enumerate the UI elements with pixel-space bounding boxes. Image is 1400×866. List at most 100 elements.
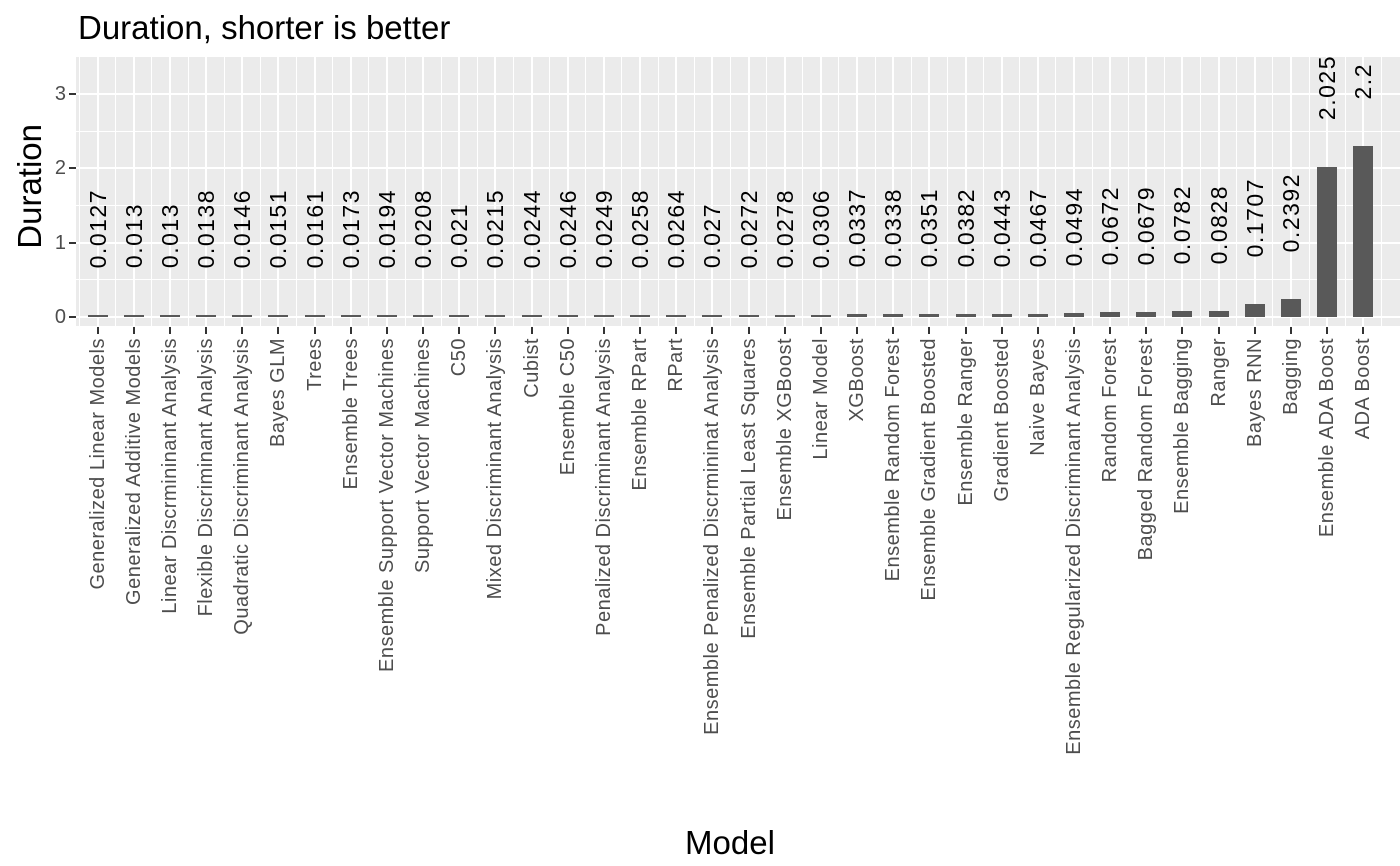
gridline-v-major: [1289, 57, 1292, 326]
gridline-v-minor: [1200, 57, 1202, 326]
bar: [1172, 311, 1193, 317]
gridline-v-minor: [476, 57, 478, 326]
x-tick-label: Flexible Discriminant Analysis: [195, 338, 218, 617]
x-tick-mark: [205, 327, 208, 334]
bar: [376, 315, 397, 317]
gridline-v-minor: [766, 57, 768, 326]
bar: [702, 315, 723, 317]
x-tick-label: XGBoost: [846, 338, 869, 422]
x-tick-label: Ensemble Trees: [339, 338, 362, 490]
bar: [449, 315, 470, 317]
bar-value-label: 0.0467: [1024, 187, 1051, 267]
x-tick-mark: [856, 327, 859, 334]
bar: [340, 315, 361, 317]
gridline-v-major: [856, 57, 859, 326]
gridline-v-major: [1000, 57, 1003, 326]
x-tick-label: Bagging: [1279, 338, 1302, 415]
bar: [991, 314, 1012, 317]
bar: [1244, 304, 1265, 317]
gridline-v-minor: [1344, 57, 1346, 326]
bar-value-label: 0.0208: [410, 188, 437, 268]
bar: [847, 314, 868, 317]
gridline-h-major: [76, 316, 1400, 318]
x-tick-mark: [458, 327, 461, 334]
x-tick-mark: [1326, 327, 1329, 334]
gridline-v-minor: [332, 57, 334, 326]
gridline-v-minor: [1272, 57, 1274, 326]
gridline-v-minor: [187, 57, 189, 326]
x-tick-mark: [96, 327, 99, 334]
bar: [883, 314, 904, 317]
gridline-v-minor: [838, 57, 840, 326]
bar: [1317, 167, 1338, 317]
x-tick-mark: [494, 327, 497, 334]
x-tick-mark: [1181, 327, 1184, 334]
bar-value-label: 2.2: [1350, 62, 1377, 99]
x-tick-label: Support Vector Machines: [412, 338, 435, 573]
x-tick-mark: [1072, 327, 1075, 334]
bar-value-label: 0.0151: [265, 188, 292, 268]
x-tick-mark: [422, 327, 425, 334]
x-tick-label: Ensemble Gradient Boosted: [918, 338, 941, 601]
bar-value-label: 0.013: [120, 202, 147, 268]
gridline-v-major: [422, 57, 425, 326]
bar-value-label: 0.0494: [1060, 186, 1087, 266]
gridline-v-minor: [368, 57, 370, 326]
x-tick-label: Trees: [303, 338, 326, 391]
gridline-v-minor: [802, 57, 804, 326]
bar: [1353, 146, 1374, 317]
bar-value-label: 0.027: [699, 202, 726, 268]
x-tick-label: Generalized Linear Models: [86, 338, 109, 590]
x-tick-mark: [819, 327, 822, 334]
bar-value-label: 0.021: [446, 202, 473, 268]
x-tick-label: Bagged Random Forest: [1135, 338, 1158, 561]
gridline-v-minor: [259, 57, 261, 326]
y-tick-mark: [69, 316, 76, 318]
gridline-v-major: [602, 57, 605, 326]
bar-value-label: 0.0337: [844, 187, 871, 267]
bar-value-label: 0.0173: [337, 188, 364, 268]
x-tick-label: Random Forest: [1099, 338, 1122, 483]
gridline-v-major: [819, 57, 822, 326]
x-tick-label: Penalized Discriminant Analysis: [592, 338, 615, 636]
x-tick-label: Ensemble Ranger: [954, 338, 977, 506]
gridline-v-minor: [657, 57, 659, 326]
x-tick-mark: [1000, 327, 1003, 334]
bar-value-label: 0.0264: [663, 188, 690, 268]
gridline-v-minor: [621, 57, 623, 326]
gridline-v-minor: [440, 57, 442, 326]
x-tick-label: C50: [448, 338, 471, 377]
x-tick-mark: [747, 327, 750, 334]
gridline-v-major: [132, 57, 135, 326]
x-tick-mark: [277, 327, 280, 334]
bar: [521, 315, 542, 317]
gridline-v-minor: [983, 57, 985, 326]
x-tick-label: Ensemble XGBoost: [773, 338, 796, 521]
gridline-v-minor: [946, 57, 948, 326]
y-tick-mark: [69, 241, 76, 244]
gridline-v-minor: [1055, 57, 1057, 326]
gridline-v-major: [747, 57, 750, 326]
gridline-v-minor: [1091, 57, 1093, 326]
y-tick-label: 0: [54, 306, 66, 328]
bar: [1100, 312, 1121, 317]
y-tick-mark: [69, 92, 76, 95]
x-tick-mark: [168, 327, 171, 334]
x-tick-label: Ranger: [1207, 338, 1230, 407]
gridline-v-major: [494, 57, 497, 326]
gridline-v-major: [168, 57, 171, 326]
gridline-v-major: [1181, 57, 1184, 326]
x-tick-mark: [1109, 327, 1112, 334]
x-tick-mark: [241, 327, 244, 334]
gridline-h-major: [76, 167, 1400, 170]
bar-value-label: 0.0782: [1169, 184, 1196, 264]
bar-value-label: 0.0272: [735, 188, 762, 268]
gridline-v-minor: [549, 57, 551, 326]
bar-value-label: 0.0258: [627, 188, 654, 268]
x-tick-label: Mixed Discriminant Analysis: [484, 338, 507, 600]
x-tick-label: Quadratic Discriminant Analysis: [231, 338, 254, 635]
bar: [1208, 311, 1229, 317]
bar-value-label: 0.0146: [229, 188, 256, 268]
gridline-v-minor: [1127, 57, 1129, 326]
x-tick-mark: [1217, 327, 1220, 334]
